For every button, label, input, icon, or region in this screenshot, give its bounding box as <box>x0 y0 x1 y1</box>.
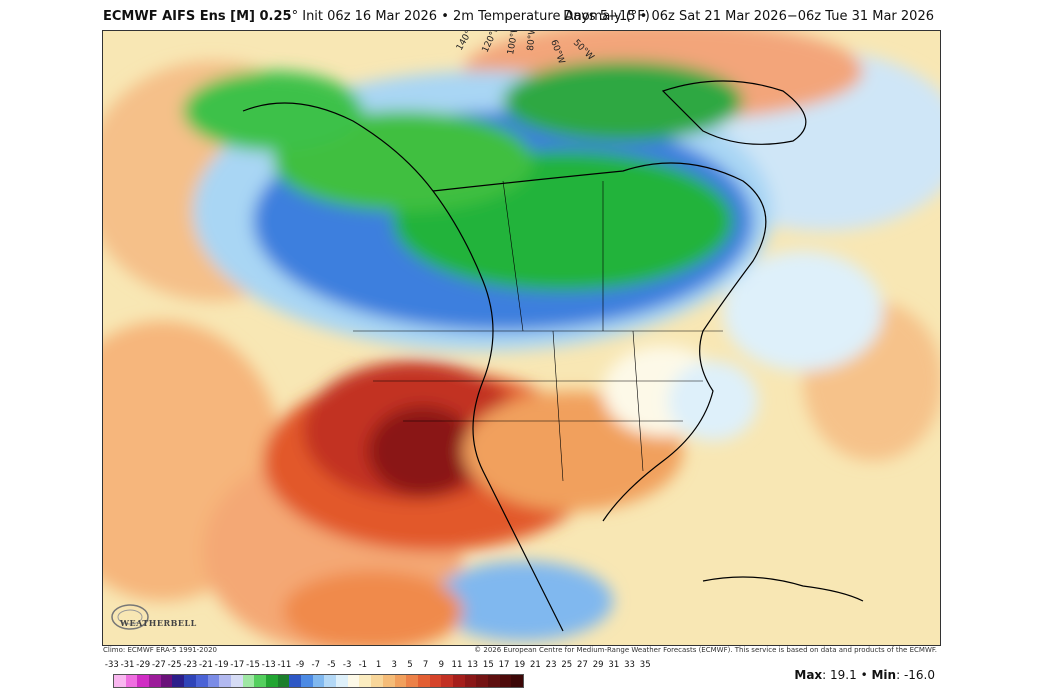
east-coast-line <box>432 162 767 522</box>
title-separator: • <box>441 9 449 24</box>
degree-mark: ° <box>291 9 299 24</box>
colorbar-cell <box>382 675 395 687</box>
colorbar-cell <box>406 675 418 687</box>
stats-separator: • <box>860 668 868 682</box>
map-canvas: 140°W 120°W 100°W 80°W 60°W 50°W <box>103 31 940 645</box>
anomaly-field <box>103 31 940 645</box>
colorbar-cell <box>149 675 161 687</box>
colorbar-cell <box>254 675 266 687</box>
colorbar-tick-label: -9 <box>295 660 305 670</box>
max-label: Max <box>794 668 823 682</box>
colorbar-cell <box>347 675 360 687</box>
colorbar-cell <box>301 675 313 687</box>
min-label: Min <box>871 668 897 682</box>
init-time: Init 06z 16 Mar 2026 <box>302 9 438 24</box>
lon-label-80w: 80°W <box>526 31 538 51</box>
colorbar-cell <box>359 675 372 687</box>
colorbar-tick-label: 31 <box>608 660 620 670</box>
colorbar-tick-label: -3 <box>342 660 352 670</box>
colorbar-tick-label: 3 <box>391 660 397 670</box>
colorbar-cell <box>230 675 243 687</box>
colorbar-tick-label: 27 <box>577 660 588 670</box>
colorbar-tick-label: 35 <box>639 660 651 670</box>
colorbar-cell <box>394 675 407 687</box>
colorbar-tick-label: -23 <box>183 660 198 670</box>
max-min-stats: Max: 19.1 • Min: -16.0 <box>794 668 935 682</box>
colorbar-cell <box>172 675 185 687</box>
colorbar-cell <box>452 675 465 687</box>
colorbar-cell <box>114 675 126 687</box>
colorbar-cell <box>160 675 173 687</box>
colorbar-tick-label: 9 <box>438 660 444 670</box>
variable-name: 2m Temperature Anomaly (°F) <box>453 9 650 24</box>
colorbar-cell <box>371 675 383 687</box>
colorbar-tick-label: -1 <box>358 660 368 670</box>
colorbar-cell <box>312 675 325 687</box>
anomaly-map: 140°W 120°W 100°W 80°W 60°W 50°W <box>102 30 941 646</box>
west-coast-line <box>242 102 564 632</box>
colorbar-cell <box>242 675 255 687</box>
colorbar-tick-label: -31 <box>120 660 135 670</box>
climo-note: Climo: ECMWF ERA-5 1991-2020 <box>103 646 217 654</box>
colorbar-cell <box>184 675 196 687</box>
greenland-outline <box>661 80 807 145</box>
colorbar-cell <box>464 675 477 687</box>
colorbar-tick-label: 21 <box>529 660 541 670</box>
max-value: 19.1 <box>830 668 857 682</box>
colorbar-cell <box>207 675 220 687</box>
colorbar-tick-label: 23 <box>545 660 557 670</box>
weatherbell-logo-text: WEATHERBELL <box>120 618 197 628</box>
colorbar-cell <box>429 675 442 687</box>
colorbar-cell <box>195 675 208 687</box>
colorbar-tick-label: 29 <box>592 660 604 670</box>
model-name: ECMWF AIFS Ens [M] 0.25 <box>103 9 292 24</box>
colorbar-tick-label: -27 <box>151 660 166 670</box>
colorbar-tick-label: 19 <box>514 660 526 670</box>
colorbar-cell <box>336 675 348 687</box>
colorbar-tick-label: 7 <box>422 660 429 670</box>
colorbar-tick-label: 13 <box>467 660 479 670</box>
colorbar-cell <box>417 675 430 687</box>
colorbar-tick-label: 17 <box>498 660 510 670</box>
colorbar-tick-label: -13 <box>261 660 276 670</box>
colorbar-tick-label: -25 <box>167 660 182 670</box>
colorbar-tick-label: 1 <box>375 660 382 670</box>
colorbar-cell <box>265 675 278 687</box>
colorbar-cell <box>441 675 453 687</box>
colorbar-tick-label: -33 <box>104 660 119 670</box>
colorbar <box>113 674 525 688</box>
colorbar-cell <box>219 675 231 687</box>
colorbar-cell <box>511 675 524 687</box>
colorbar-cell <box>125 675 138 687</box>
colorbar-tick-label: 33 <box>624 660 635 670</box>
colorbar-tick-label: 25 <box>561 660 573 670</box>
colorbar-tick-label: 15 <box>482 660 494 670</box>
colorbar-tick-label: -11 <box>277 660 292 670</box>
weatherbell-logo-icon <box>111 604 149 630</box>
colorbar-cell <box>289 675 301 687</box>
colorbar-cell <box>277 675 290 687</box>
colorbar-ticks: -33 -31 -29 -27 -25 -23 -21 -19 -17 -15 -13 -11 -9 -7… <box>104 660 653 670</box>
caribbean-islands-line <box>702 576 864 602</box>
coastlines <box>242 80 864 632</box>
map-title: ECMWF AIFS Ens [M] 0.25° Init 06z 16 Mar… <box>103 9 650 24</box>
copyright-note: © 2026 European Centre for Medium-Range … <box>474 646 937 654</box>
min-value: -16.0 <box>903 668 935 682</box>
valid-period: Days 5−15 • 06z Sat 21 Mar 2026−06z Tue … <box>563 9 934 24</box>
colorbar-cell <box>488 675 500 687</box>
colorbar-tick-label: -17 <box>230 660 245 670</box>
colorbar-tick-label: -5 <box>327 660 336 670</box>
colorbar-cell <box>476 675 488 687</box>
colorbar-tick-label: -7 <box>311 660 321 670</box>
colorbar-tick-label: -15 <box>246 660 260 670</box>
colorbar-tick-label: -19 <box>214 660 229 670</box>
colorbar-cell <box>137 675 150 687</box>
colorbar-tick-label: -29 <box>136 660 151 670</box>
colorbar-tick-label: -21 <box>199 660 213 670</box>
colorbar-tick-label: 5 <box>407 660 413 670</box>
colorbar-tick-label: 11 <box>451 660 463 670</box>
colorbar-cell <box>499 675 512 687</box>
colorbar-cell <box>324 675 337 687</box>
